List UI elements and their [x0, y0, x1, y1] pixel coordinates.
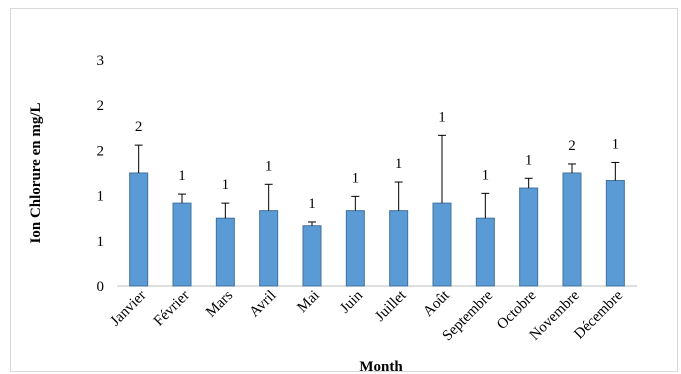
data-label: 1: [482, 167, 490, 183]
bar: [215, 217, 235, 287]
data-label: 1: [395, 156, 403, 172]
y-tick-label: 2: [97, 98, 105, 114]
data-label: 2: [135, 119, 143, 135]
y-axis-title: Ion Chlorure en mg/L: [28, 103, 44, 244]
y-tick-labels: 0 1 1 2 2 3: [97, 53, 105, 295]
y-tick-label: 1: [97, 234, 105, 250]
data-label: 1: [222, 177, 230, 193]
data-label: 1: [265, 158, 273, 174]
bar: [475, 217, 495, 287]
y-tick-label: 1: [97, 189, 105, 205]
x-tick-labels: Janvier Février Mars Avril Mai Juin Juillet Aoû…: [108, 287, 627, 344]
x-axis-title: Month: [359, 359, 403, 374]
x-tick-label: Juin: [337, 287, 366, 316]
bar: [129, 172, 149, 287]
bar: [519, 187, 539, 287]
bar: [432, 202, 452, 287]
bar: [345, 210, 365, 287]
y-tick-label: 0: [97, 279, 105, 295]
error-bars: [134, 134, 620, 226]
y-tick-label: 2: [97, 143, 105, 159]
x-tick-label: Mars: [203, 287, 236, 320]
data-labels: 2 1 1 1 1 1 1 1 1 1 2 1: [135, 109, 619, 212]
y-tick-label: 3: [97, 53, 105, 69]
bar: [605, 180, 625, 287]
data-label: 1: [612, 136, 620, 152]
bar: [302, 225, 322, 287]
bars: [129, 172, 625, 287]
x-tick-label: Août: [420, 287, 453, 320]
data-label: 1: [525, 152, 533, 168]
x-tick-label: Mai: [294, 288, 322, 316]
bar: [389, 210, 409, 287]
data-label: 1: [438, 109, 446, 125]
bar: [172, 202, 192, 287]
data-label: 1: [178, 168, 186, 184]
data-label: 1: [308, 196, 316, 212]
x-tick-label: Juillet: [372, 287, 410, 325]
data-label: 1: [352, 170, 360, 186]
bar: [259, 210, 279, 287]
x-tick-label: Janvier: [108, 288, 150, 330]
x-tick-label: Février: [151, 288, 193, 330]
data-label: 2: [568, 138, 576, 154]
bar: [562, 172, 582, 287]
x-tick-label: Avril: [247, 288, 280, 321]
